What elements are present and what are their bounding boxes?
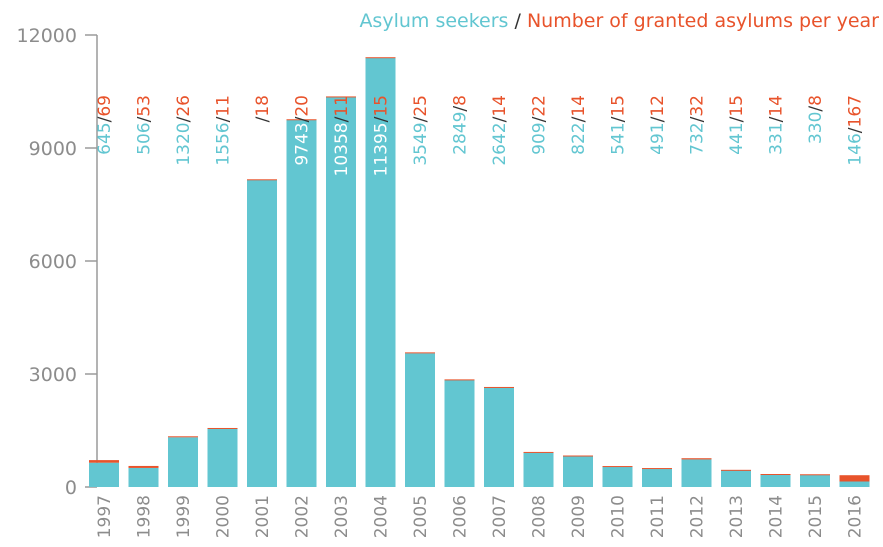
bar-asylum-seekers bbox=[681, 459, 712, 487]
x-tick-label: 2013 bbox=[727, 495, 747, 538]
value-label: 1556/11 bbox=[214, 95, 234, 166]
y-tick-label: 0 bbox=[65, 477, 77, 499]
bar-asylum-seekers bbox=[484, 387, 514, 487]
value-label: 8151/18 bbox=[253, 95, 273, 166]
value-label: 331/14 bbox=[767, 95, 787, 155]
value-label: 146/167 bbox=[846, 95, 866, 166]
value-label: 732/32 bbox=[688, 95, 708, 155]
chart-legend: Asylum seekers / Number of granted asylu… bbox=[359, 10, 879, 32]
x-tick-label: 2009 bbox=[569, 495, 589, 538]
value-label: 645/69 bbox=[95, 95, 115, 155]
x-tick-label: 2001 bbox=[253, 495, 273, 538]
value-label: 541/15 bbox=[609, 95, 629, 155]
x-tick-label: 2012 bbox=[688, 495, 708, 538]
bar-asylum-seekers bbox=[326, 96, 356, 487]
value-labels: 645/69 506/53 1320/26 1556/11 8151/18 9743/20… bbox=[95, 95, 866, 176]
bar-granted-asylums bbox=[365, 57, 396, 59]
bar-asylum-seekers bbox=[365, 57, 396, 488]
bar-granted-asylums bbox=[681, 458, 712, 460]
value-label: 11395/15 bbox=[372, 95, 392, 176]
x-tick-label: 2006 bbox=[451, 495, 471, 538]
value-label: 9743/20 bbox=[293, 95, 313, 166]
bar-granted-asylums bbox=[444, 379, 475, 381]
bar-granted-asylums bbox=[800, 474, 830, 476]
value-label: 491/12 bbox=[648, 95, 668, 155]
bar-granted-asylums bbox=[326, 96, 356, 98]
x-tick-label: 2003 bbox=[332, 495, 352, 538]
value-label: 330/8 bbox=[806, 95, 826, 144]
bar-granted-asylums bbox=[642, 468, 672, 470]
x-tick-label: 1999 bbox=[174, 495, 194, 538]
value-label: 822/14 bbox=[569, 95, 589, 155]
bar-asylum-seekers bbox=[128, 467, 159, 487]
value-label: 2849/8 bbox=[451, 95, 471, 155]
x-tick-label: 2004 bbox=[372, 495, 392, 538]
bar-asylum-seekers bbox=[721, 470, 751, 487]
bar-asylum-seekers bbox=[89, 462, 119, 487]
bar-granted-asylums bbox=[207, 427, 238, 429]
value-label: 506/53 bbox=[135, 95, 155, 155]
bar-granted-asylums bbox=[247, 179, 277, 181]
x-tick-label: 1998 bbox=[135, 495, 155, 538]
x-tick-label: 2002 bbox=[293, 495, 313, 538]
value-label: 441/15 bbox=[727, 95, 747, 155]
y-tick-label: 6000 bbox=[29, 251, 77, 273]
bar-asylum-seekers bbox=[286, 120, 317, 487]
bar-granted-asylums bbox=[523, 451, 554, 453]
bar-granted-asylums bbox=[484, 386, 514, 388]
x-tick-label: 2000 bbox=[214, 495, 234, 538]
x-tick-label: 2010 bbox=[609, 495, 629, 538]
value-label: 1320/26 bbox=[174, 95, 194, 166]
x-tick-label: 2008 bbox=[530, 495, 550, 538]
bar-granted-asylums bbox=[839, 475, 870, 482]
value-label: 3549/25 bbox=[411, 95, 431, 166]
value-label: 2642/14 bbox=[490, 95, 510, 166]
x-tick-label: 2014 bbox=[767, 495, 787, 538]
bars bbox=[89, 57, 870, 488]
bar-granted-asylums bbox=[405, 352, 435, 354]
y-tick-label: 3000 bbox=[29, 364, 77, 386]
bar-granted-asylums bbox=[168, 436, 198, 438]
bar-asylum-seekers bbox=[405, 353, 435, 487]
x-tick-label: 2005 bbox=[411, 495, 431, 538]
bar-asylum-seekers bbox=[207, 428, 238, 487]
legend-granted-asylums: Number of granted asylums per year bbox=[526, 10, 879, 32]
legend-asylum-seekers: Asylum seekers bbox=[359, 10, 509, 32]
bar-granted-asylums bbox=[721, 469, 751, 471]
bar-asylum-seekers bbox=[563, 456, 593, 487]
bar-granted-asylums bbox=[89, 460, 119, 463]
y-tick-label: 9000 bbox=[29, 138, 77, 160]
x-tick-label: 1997 bbox=[95, 495, 115, 538]
bar-asylum-seekers bbox=[642, 468, 672, 487]
bar-granted-asylums bbox=[602, 466, 633, 468]
y-axis: 0 3000 6000 9000 12000 bbox=[17, 25, 98, 499]
value-label: 909/22 bbox=[530, 95, 550, 155]
x-tick-label: 2011 bbox=[648, 495, 668, 538]
bar-asylum-seekers bbox=[523, 452, 554, 487]
value-label: 10358/11 bbox=[332, 95, 352, 176]
bar-granted-asylums bbox=[760, 474, 791, 476]
bar-asylum-seekers bbox=[602, 466, 633, 487]
bar-granted-asylums bbox=[128, 465, 159, 468]
bar-asylum-seekers bbox=[839, 481, 870, 487]
x-tick-label: 2007 bbox=[490, 495, 510, 538]
bar-asylum-seekers bbox=[444, 379, 475, 487]
x-tick-label: 2016 bbox=[846, 495, 866, 538]
bar-asylum-seekers bbox=[247, 179, 277, 487]
y-tick-label: 12000 bbox=[17, 25, 77, 47]
bar-asylum-seekers bbox=[800, 474, 830, 487]
bar-granted-asylums bbox=[286, 119, 317, 121]
x-tick-labels: 1997 1998 1999 2000 2001 2002 2003 2004 2005 2006… bbox=[95, 495, 866, 538]
bar-asylum-seekers bbox=[760, 474, 791, 487]
legend-separator: / bbox=[508, 10, 527, 32]
bar-asylum-seekers bbox=[168, 437, 198, 487]
x-tick-label: 2015 bbox=[806, 495, 826, 538]
bar-granted-asylums bbox=[563, 455, 593, 457]
